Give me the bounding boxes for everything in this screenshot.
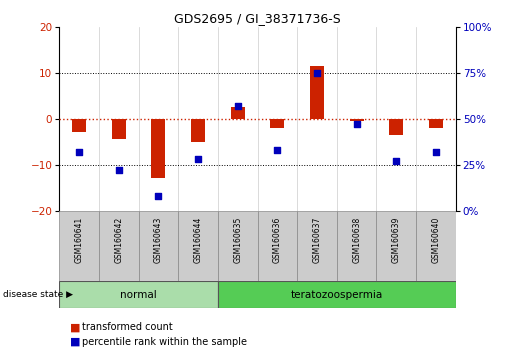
Text: GSM160636: GSM160636: [273, 216, 282, 263]
Bar: [151, 119, 165, 178]
Text: GSM160640: GSM160640: [432, 216, 440, 263]
Text: GSM160644: GSM160644: [194, 216, 202, 263]
Bar: [231, 107, 245, 119]
Point: [273, 147, 281, 153]
Text: GSM160635: GSM160635: [233, 216, 242, 263]
Text: GSM160641: GSM160641: [75, 216, 83, 263]
Title: GDS2695 / GI_38371736-S: GDS2695 / GI_38371736-S: [174, 12, 341, 25]
Bar: [99, 211, 139, 281]
Bar: [258, 211, 297, 281]
Bar: [59, 211, 99, 281]
Text: transformed count: transformed count: [82, 322, 173, 332]
Point: [432, 149, 440, 155]
Bar: [218, 281, 456, 308]
Point: [114, 167, 123, 173]
Bar: [337, 211, 376, 281]
Point: [154, 193, 163, 199]
Bar: [389, 119, 403, 135]
Bar: [112, 119, 126, 139]
Point: [392, 158, 401, 164]
Text: GSM160637: GSM160637: [313, 216, 321, 263]
Text: percentile rank within the sample: percentile rank within the sample: [82, 337, 247, 347]
Text: ■: ■: [70, 322, 80, 332]
Point: [313, 70, 321, 75]
Text: GSM160639: GSM160639: [392, 216, 401, 263]
Text: GSM160642: GSM160642: [114, 216, 123, 263]
Text: GSM160643: GSM160643: [154, 216, 163, 263]
Bar: [191, 119, 205, 142]
Bar: [376, 211, 416, 281]
Bar: [350, 119, 364, 121]
Text: teratozoospermia: teratozoospermia: [290, 290, 383, 300]
Point: [352, 121, 360, 127]
Bar: [178, 211, 218, 281]
Bar: [72, 119, 86, 132]
Point: [194, 156, 202, 162]
Text: GSM160638: GSM160638: [352, 216, 361, 263]
Text: normal: normal: [120, 290, 157, 300]
Bar: [416, 211, 456, 281]
Text: ■: ■: [70, 337, 80, 347]
Bar: [59, 281, 218, 308]
Point: [75, 149, 83, 155]
Bar: [429, 119, 443, 128]
Text: disease state ▶: disease state ▶: [3, 290, 73, 299]
Bar: [310, 66, 324, 119]
Bar: [139, 211, 178, 281]
Bar: [297, 211, 337, 281]
Point: [234, 103, 242, 109]
Bar: [270, 119, 284, 128]
Bar: [218, 211, 258, 281]
